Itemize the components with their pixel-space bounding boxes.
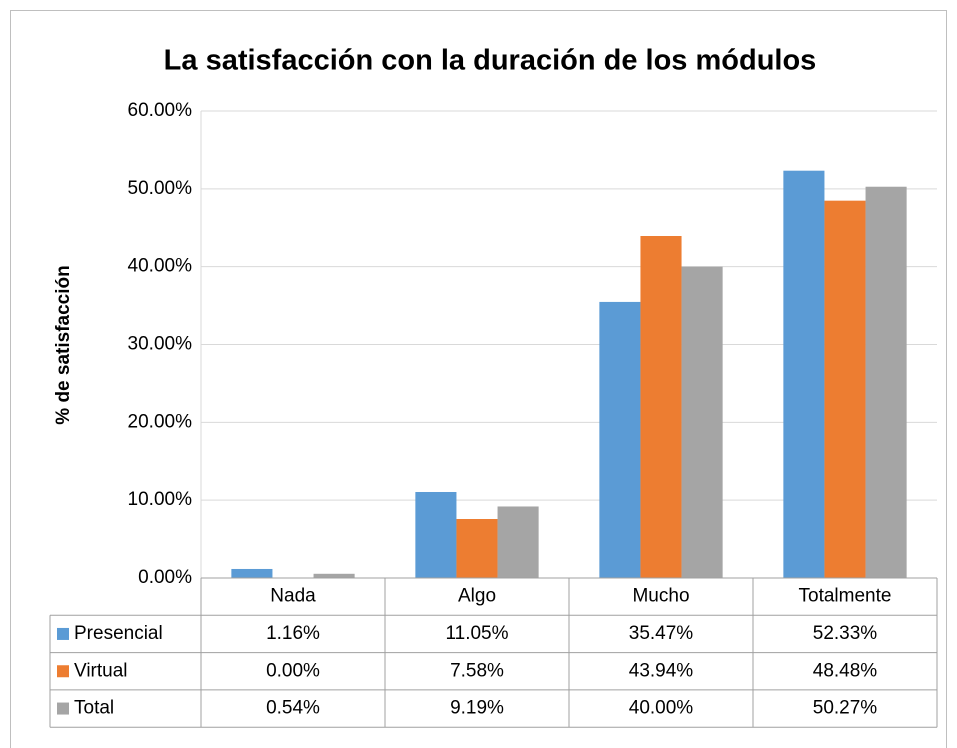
table-cell: 48.48%	[813, 660, 878, 681]
legend-key	[57, 627, 69, 640]
y-tick-label: 60.00%	[128, 100, 193, 121]
category-label: Nada	[270, 586, 316, 607]
table-cell: 0.54%	[266, 698, 320, 719]
table-cell: 11.05%	[445, 623, 508, 644]
table-cell: 35.47%	[629, 623, 694, 644]
table-cell: 50.27%	[813, 698, 878, 719]
legend-label: Presencial	[74, 623, 163, 644]
bar	[599, 301, 641, 578]
bar	[497, 506, 539, 578]
bar	[824, 200, 866, 578]
y-tick-label: 30.00%	[128, 334, 193, 355]
y-tick-label: 10.00%	[128, 489, 193, 510]
bar	[313, 573, 355, 578]
table-cell: 9.19%	[450, 698, 504, 719]
bar	[640, 236, 682, 578]
bar	[865, 186, 907, 579]
y-tick-label: 20.00%	[128, 411, 193, 432]
chart-border	[10, 10, 947, 748]
legend-label: Virtual	[74, 660, 128, 681]
category-label: Totalmente	[799, 586, 892, 607]
chart-title: La satisfacción con la duración de los m…	[164, 45, 817, 77]
table-cell: 0.00%	[266, 660, 320, 681]
y-tick-label: 40.00%	[128, 256, 193, 277]
category-label: Mucho	[632, 586, 689, 607]
bar	[456, 519, 498, 578]
legend-key	[57, 702, 69, 715]
bar	[231, 568, 273, 578]
legend-key	[57, 665, 69, 678]
bar	[681, 266, 723, 578]
legend-label: Total	[74, 698, 114, 719]
category-label: Algo	[458, 586, 496, 607]
bar	[783, 170, 825, 578]
y-axis-label: % de satisfacción	[53, 265, 74, 424]
table-cell: 40.00%	[629, 698, 694, 719]
table-cell: 43.94%	[629, 660, 694, 681]
table-cell: 7.58%	[450, 660, 504, 681]
table-cell: 1.16%	[266, 623, 320, 644]
bar	[415, 491, 457, 578]
table-cell: 52.33%	[813, 623, 878, 644]
y-tick-label: 50.00%	[128, 178, 193, 199]
y-tick-label: 0.00%	[138, 567, 192, 588]
